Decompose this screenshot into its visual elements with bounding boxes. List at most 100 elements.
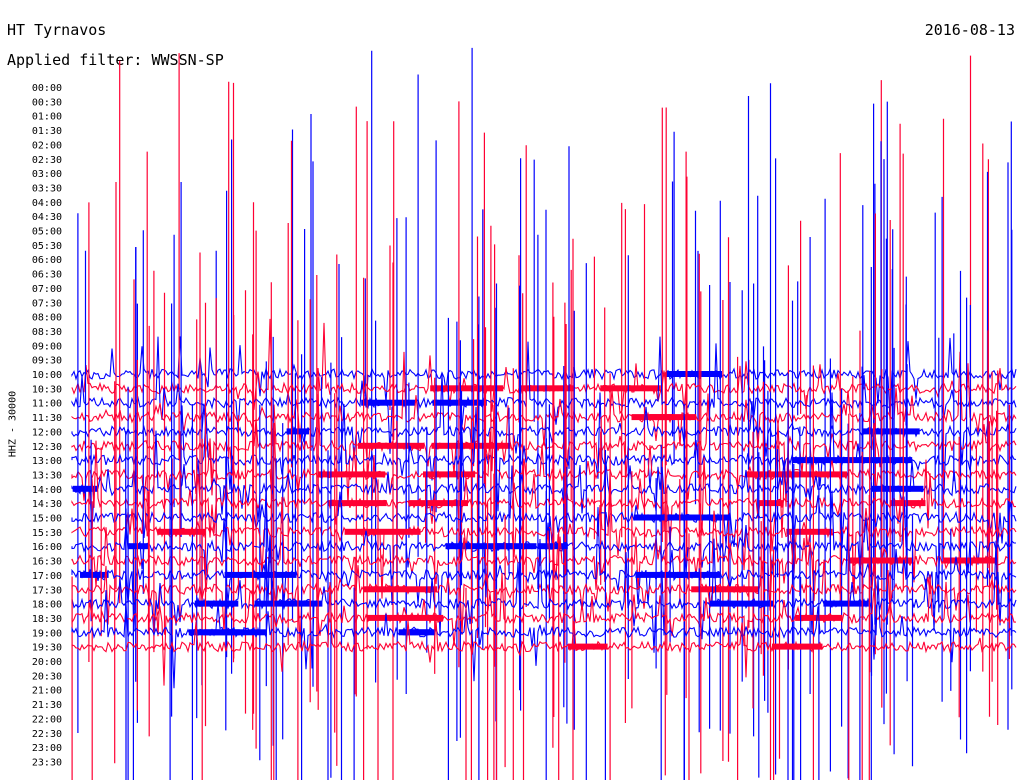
time-tick-label: 06:00	[32, 255, 62, 266]
time-tick-label: 11:30	[32, 413, 62, 424]
trace-burst	[366, 614, 444, 621]
time-tick-label: 10:00	[32, 370, 62, 381]
time-tick-label: 03:30	[32, 183, 62, 194]
time-tick-label: 21:30	[32, 700, 62, 711]
trace-burst	[537, 543, 568, 550]
time-tick-label: 18:30	[32, 614, 62, 625]
time-tick-label: 16:30	[32, 557, 62, 568]
trace-burst	[568, 643, 608, 650]
time-tick-label: 00:30	[32, 97, 62, 108]
trace-burst	[519, 385, 575, 392]
time-tick-labels: 00:00 00:30 01:00 01:30 02:00 02:30 03:00 03:30…	[32, 83, 62, 768]
time-tick-label: 17:00	[32, 571, 62, 582]
trace-burst	[709, 600, 774, 607]
time-tick-label: 20:00	[32, 657, 62, 668]
trace-burst	[786, 528, 833, 535]
time-tick-label: 23:00	[32, 743, 62, 754]
trace-row	[71, 336, 1017, 420]
trace-burst	[862, 428, 920, 435]
trace-burst	[843, 457, 913, 464]
time-tick-label: 12:00	[32, 427, 62, 438]
trace-burst	[791, 457, 848, 464]
time-tick-label: 04:30	[32, 212, 62, 223]
trace-burst	[224, 571, 297, 578]
time-tick-label: 14:00	[32, 485, 62, 496]
time-tick-label: 07:30	[32, 298, 62, 309]
trace-row	[71, 373, 1017, 495]
time-tick-label: 22:00	[32, 714, 62, 725]
time-tick-label: 08:00	[32, 313, 62, 324]
time-tick-label: 17:30	[32, 585, 62, 596]
trace-burst	[328, 500, 387, 507]
trace-burst	[357, 442, 425, 449]
time-tick-label: 00:00	[32, 83, 62, 94]
time-tick-label: 06:30	[32, 270, 62, 281]
time-tick-label: 05:30	[32, 241, 62, 252]
trace-burst	[430, 385, 504, 392]
time-tick-label: 08:30	[32, 327, 62, 338]
time-tick-label: 21:00	[32, 686, 62, 697]
trace-burst	[398, 629, 429, 636]
trace-burst	[848, 557, 912, 564]
trace-burst	[128, 543, 149, 550]
trace-burst	[823, 600, 869, 607]
trace-burst	[408, 500, 468, 507]
trace-burst	[649, 414, 697, 421]
time-tick-label: 20:30	[32, 671, 62, 682]
time-tick-label: 02:30	[32, 155, 62, 166]
trace-burst	[772, 643, 823, 650]
trace-burst	[318, 471, 386, 478]
trace-row	[71, 576, 1017, 689]
time-tick-label: 10:30	[32, 384, 62, 395]
time-tick-label: 19:00	[32, 628, 62, 639]
trace-row	[71, 465, 1017, 548]
trace-burst	[72, 485, 98, 492]
time-tick-label: 01:00	[32, 112, 62, 123]
time-tick-label: 03:00	[32, 169, 62, 180]
trace-row	[71, 582, 1017, 672]
time-tick-label: 07:00	[32, 284, 62, 295]
trace-burst	[745, 471, 798, 478]
station-name: HT Tyrnavos	[7, 21, 107, 39]
time-tick-label: 15:00	[32, 514, 62, 525]
seismic-traces	[71, 47, 1017, 780]
trace-burst	[344, 528, 421, 535]
time-tick-label: 22:30	[32, 729, 62, 740]
trace-burst	[423, 471, 476, 478]
trace-row	[71, 471, 1017, 599]
trace-burst	[361, 399, 416, 406]
trace-burst	[600, 385, 661, 392]
trace-burst	[631, 414, 673, 421]
trace-burst	[363, 586, 438, 593]
time-tick-label: 05:00	[32, 227, 62, 238]
trace-burst	[432, 399, 487, 406]
trace-row	[71, 336, 1017, 454]
time-tick-label: 16:00	[32, 542, 62, 553]
trace-burst	[194, 600, 239, 607]
trace-burst	[157, 528, 206, 535]
trace-burst	[677, 514, 730, 521]
trace-burst	[80, 571, 109, 578]
time-tick-label: 04:00	[32, 198, 62, 209]
trace-row	[71, 351, 1017, 448]
time-tick-label: 11:00	[32, 399, 62, 410]
trace-burst	[871, 485, 924, 492]
trace-burst	[188, 629, 240, 636]
time-tick-label: 23:30	[32, 757, 62, 768]
time-tick-label: 09:30	[32, 356, 62, 367]
trace-burst	[633, 514, 710, 521]
time-tick-label: 15:30	[32, 528, 62, 539]
trace-row	[71, 572, 1016, 686]
filter-label: Applied filter: WWSSN-SP	[7, 51, 224, 69]
trace-row	[71, 440, 1016, 558]
trace-row	[71, 404, 1017, 538]
time-tick-label: 13:30	[32, 470, 62, 481]
trace-burst	[691, 586, 759, 593]
trace-row	[71, 507, 1017, 637]
time-tick-label: 13:00	[32, 456, 62, 467]
trace-burst	[758, 500, 784, 507]
time-tick-label: 14:30	[32, 499, 62, 510]
trace-row	[71, 559, 1017, 648]
time-tick-label: 18:00	[32, 600, 62, 611]
